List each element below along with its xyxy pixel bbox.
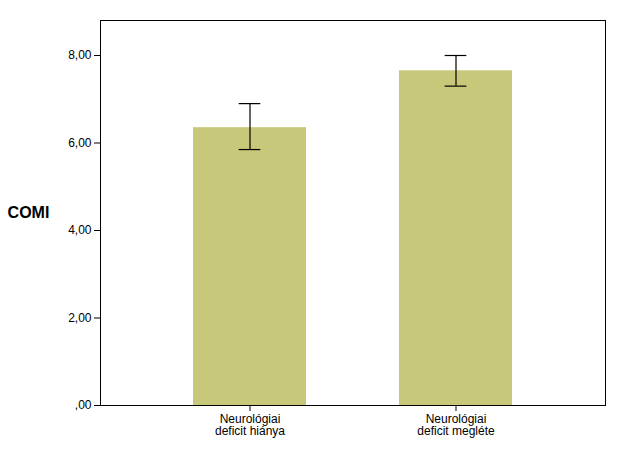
svg-text:COMI: COMI	[8, 204, 50, 221]
svg-text:Neurológiaideficit megléte: Neurológiaideficit megléte	[417, 412, 495, 438]
svg-text:,00: ,00	[75, 398, 92, 412]
svg-text:4,00: 4,00	[68, 223, 92, 237]
svg-text:2,00: 2,00	[68, 311, 92, 325]
svg-text:8,00: 8,00	[68, 48, 92, 62]
svg-text:Neurológiaideficit hiánya: Neurológiaideficit hiánya	[215, 412, 285, 438]
svg-text:6,00: 6,00	[68, 136, 92, 150]
